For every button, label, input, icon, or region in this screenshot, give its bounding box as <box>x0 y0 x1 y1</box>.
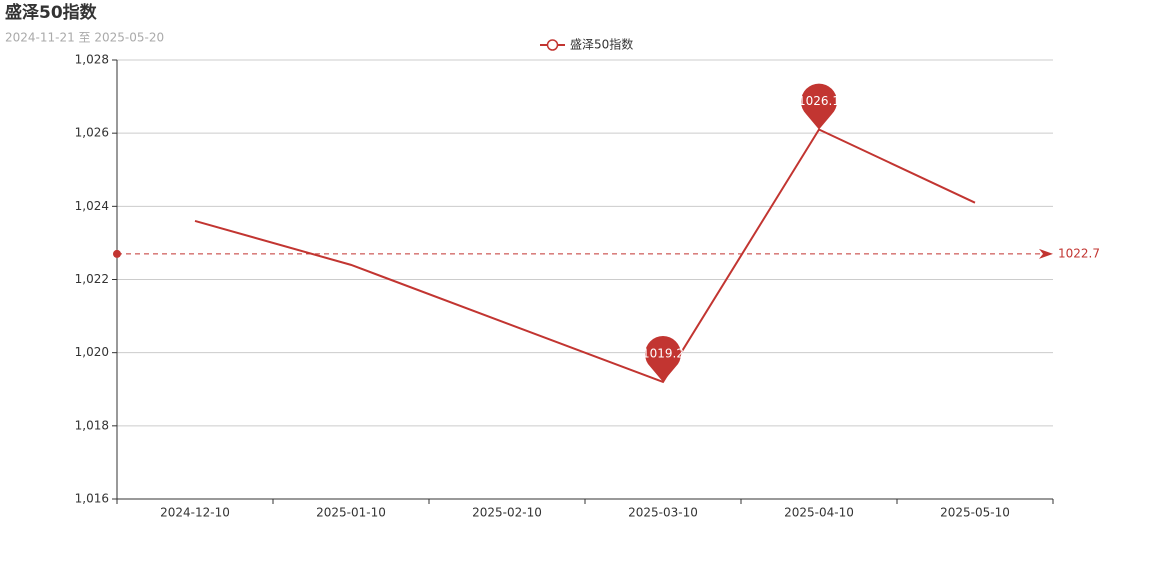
x-tick-label: 2025-01-10 <box>316 506 386 520</box>
line <box>194 128 976 384</box>
x-tick-label: 2025-02-10 <box>472 506 542 520</box>
chart-subtitle: 2024-11-21 至 2025-05-20 <box>5 31 164 45</box>
mark-line-start <box>113 249 121 258</box>
x-tick-label: 2025-04-10 <box>784 506 854 520</box>
mark-point <box>645 336 681 382</box>
y-tick-label: 1,028 <box>75 53 109 67</box>
x-tick-label: 2024-12-10 <box>160 506 230 520</box>
y-tick-label: 1,020 <box>75 345 109 359</box>
x-tick-label: 2025-03-10 <box>628 506 698 520</box>
y-tick-label: 1,024 <box>75 199 109 213</box>
mark-point-label: 1019.2 <box>642 346 684 360</box>
mark-point <box>801 83 837 130</box>
mark-line-arrow <box>1039 248 1053 259</box>
legend-icon <box>546 39 559 51</box>
y-tick-label: 1,026 <box>75 126 109 140</box>
legend-label: 盛泽50指数 <box>570 37 633 52</box>
mark-line-label: 1022.7 <box>1058 246 1100 260</box>
x-tick-label: 2025-05-10 <box>940 506 1010 520</box>
chart-title: 盛泽50指数 <box>5 2 98 23</box>
mark-point-label: 1026.1 <box>798 94 840 108</box>
y-tick-label: 1,022 <box>75 272 109 286</box>
y-tick-label: 1,018 <box>75 418 109 432</box>
y-tick-label: 1,016 <box>75 492 109 506</box>
